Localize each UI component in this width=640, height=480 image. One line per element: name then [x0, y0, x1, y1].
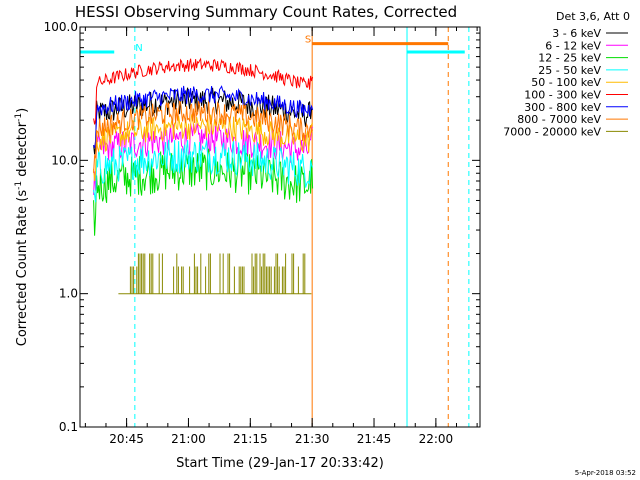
y-axis-label-main: Corrected Count Rate (s	[15, 190, 30, 347]
y-axis-label-end: detector	[15, 121, 30, 181]
y-tick-label: 0.1	[59, 420, 78, 434]
plot-area: NS 100.010.01.00.1 20:45 21:00 21:15 21:30 2…	[44, 20, 481, 446]
flag-label: S	[305, 35, 311, 46]
y-axis-label: Corrected Count Rate (s-1 detector-1)	[14, 108, 30, 346]
legend-label: 12 - 25 keV	[538, 52, 601, 65]
y-axis-label-close: )	[15, 108, 30, 113]
x-tick-label: 22:00	[419, 432, 454, 446]
legend-label: 3 - 6 keV	[552, 27, 601, 40]
x-tick-label: 21:30	[295, 432, 330, 446]
series-line	[93, 57, 314, 125]
time-markers	[79, 27, 470, 427]
legend-label: 100 - 300 keV	[524, 89, 601, 102]
legend-label: 800 - 7000 keV	[517, 113, 601, 126]
series-line	[93, 148, 314, 236]
y-tick-label: 1.0	[59, 287, 78, 301]
y-tick-label: 100.0	[44, 20, 78, 34]
legend-label: 7000 - 20000 keV	[503, 125, 601, 138]
plot-frame	[79, 26, 481, 428]
series-layer	[93, 57, 314, 295]
legend-label: 25 - 50 keV	[538, 64, 601, 77]
y-axis-label-sup2: -1	[14, 113, 24, 122]
series-line	[93, 100, 314, 173]
series-line	[118, 253, 312, 295]
x-tick-label: 21:15	[233, 432, 268, 446]
x-axis-label: Start Time (29-Jan-17 20:33:42)	[176, 456, 384, 471]
series-line	[93, 85, 314, 149]
legend-header: Det 3,6, Att 0	[556, 10, 630, 23]
x-tick-label: 20:45	[109, 432, 144, 446]
y-axis-label-sup: -1	[14, 181, 24, 190]
series-line	[93, 139, 314, 203]
chart-title: HESSI Observing Summary Count Rates, Cor…	[75, 3, 457, 21]
flag-label: N	[135, 43, 142, 54]
x-axis: 20:45 21:00 21:15 21:30 21:45 22:00	[84, 27, 478, 446]
legend-label: 300 - 800 keV	[524, 101, 601, 114]
y-tick-label: 10.0	[51, 153, 78, 167]
x-tick-label: 21:00	[171, 432, 206, 446]
flags-layer: NS	[80, 35, 465, 54]
legend-label: 6 - 12 keV	[545, 39, 601, 52]
legend-label: 50 - 100 keV	[531, 76, 601, 89]
footer-timestamp: 5-Apr-2018 03:52	[575, 469, 636, 477]
x-tick-label: 21:45	[357, 432, 392, 446]
y-axis: 100.0 10.0 1.0 0.1	[44, 20, 480, 434]
